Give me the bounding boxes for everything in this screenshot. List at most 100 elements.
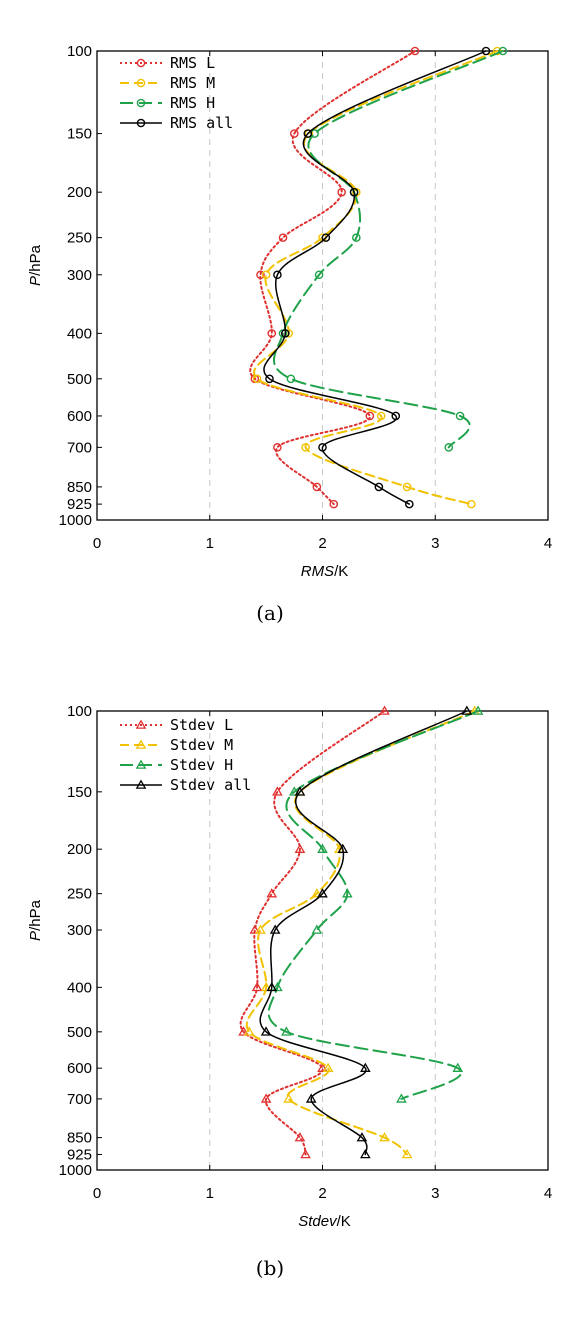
data-point xyxy=(265,374,274,384)
data-point xyxy=(286,374,296,384)
series-stdev-all xyxy=(259,705,473,1159)
data-point xyxy=(249,924,261,934)
y-tick-label: 850 xyxy=(67,479,92,496)
data-point xyxy=(396,1093,407,1103)
data-point xyxy=(317,888,328,898)
y-tick-label: 1000 xyxy=(59,512,92,529)
data-point xyxy=(498,46,508,56)
y-tick-label: 500 xyxy=(67,371,92,388)
panel-b: 0 1 2 3 4 100 150 200 250 300 400 500 600 700 85092510… xyxy=(27,703,552,1280)
series-rms-l xyxy=(249,46,420,509)
data-point xyxy=(238,1026,249,1036)
legend-marker xyxy=(135,719,147,729)
data-point xyxy=(322,1062,334,1072)
data-point xyxy=(455,411,465,421)
data-point xyxy=(379,1132,390,1142)
data-point xyxy=(278,233,288,242)
panel-caption: (b) xyxy=(256,1256,284,1280)
x-axis-label: RMS/K xyxy=(301,563,349,580)
y-axis-label-unit: /hPa xyxy=(27,899,44,931)
legend-label: RMS all xyxy=(170,114,233,132)
legend-label: RMS L xyxy=(170,54,215,72)
data-point xyxy=(341,888,353,898)
series-stdev-l xyxy=(238,705,390,1159)
series-line xyxy=(267,710,480,1100)
y-axis-label: P/hPa xyxy=(27,244,44,286)
y-tick-label: 200 xyxy=(67,184,92,201)
y-tick-label: 200 xyxy=(67,841,92,858)
y-axis-label-italic: P xyxy=(27,931,44,941)
data-point xyxy=(360,1148,371,1159)
data-point xyxy=(272,786,283,796)
data-point xyxy=(405,499,414,509)
y-tick-label: 700 xyxy=(67,1091,92,1108)
legend-label: Stdev M xyxy=(170,736,233,754)
y-tick-label: 150 xyxy=(67,126,92,143)
data-point xyxy=(402,482,412,492)
data-point xyxy=(352,233,361,242)
legend-entry: Stdev H xyxy=(120,756,233,774)
legend-entry: RMS L xyxy=(120,54,215,72)
series-line xyxy=(263,50,487,505)
legend-entry: Stdev all xyxy=(120,776,251,794)
legend-marker xyxy=(135,739,147,749)
y-tick-label: 600 xyxy=(67,1060,92,1077)
series-rms-all xyxy=(263,46,491,509)
x-axis-label: Stdev/K xyxy=(298,1213,351,1230)
panel-a: 0 1 2 3 4 100 150 200 250 300 400 500 600 700 85092510… xyxy=(27,43,552,625)
x-tick-label: 1 xyxy=(206,535,214,552)
data-point xyxy=(273,270,282,280)
data-point xyxy=(252,374,262,384)
series-stdev-h xyxy=(267,705,484,1103)
data-point xyxy=(365,411,375,421)
data-point xyxy=(374,482,384,492)
y-tick-label: 150 xyxy=(67,784,92,801)
data-point xyxy=(337,187,346,197)
data-point xyxy=(280,329,290,338)
legend-entry: RMS all xyxy=(120,114,233,132)
y-tick-label: 1000 xyxy=(59,1162,92,1179)
legend-marker xyxy=(135,779,147,789)
data-point xyxy=(260,1093,272,1103)
data-point xyxy=(311,888,323,898)
y-axis-label-unit: /hPa xyxy=(27,244,44,276)
legend-marker xyxy=(136,98,146,108)
x-tick-label: 0 xyxy=(93,1185,101,1202)
legend-marker xyxy=(135,759,147,769)
data-point xyxy=(283,1093,294,1103)
x-axis-label-italic: RMS xyxy=(301,563,334,580)
legend-entry: RMS H xyxy=(120,94,215,112)
x-axis-label-unit: /K xyxy=(337,1213,351,1230)
data-point xyxy=(481,46,491,56)
data-point xyxy=(472,705,484,715)
y-tick-label: 925 xyxy=(67,1146,92,1163)
data-point xyxy=(356,1132,368,1142)
x-tick-label: 4 xyxy=(544,535,552,552)
data-point xyxy=(300,1148,311,1159)
data-point xyxy=(260,981,272,992)
data-point xyxy=(251,981,263,992)
y-tick-label: 850 xyxy=(67,1130,92,1147)
legend-entry: Stdev L xyxy=(120,716,233,734)
data-point xyxy=(391,411,401,421)
y-tick-label: 250 xyxy=(67,886,92,903)
data-point xyxy=(290,129,299,138)
data-point xyxy=(269,924,281,934)
series-line xyxy=(245,710,476,1156)
y-tick-label: 400 xyxy=(67,979,92,996)
legend-entry: RMS M xyxy=(120,74,215,92)
y-tick-label: 400 xyxy=(67,325,92,342)
legend-label: RMS H xyxy=(170,94,215,112)
x-axis-label-italic: Stdev xyxy=(298,1213,338,1230)
data-point xyxy=(317,843,328,853)
data-point xyxy=(321,233,331,242)
legend-label: Stdev all xyxy=(170,776,251,794)
y-tick-label: 100 xyxy=(67,43,92,60)
legend-label: Stdev H xyxy=(170,756,233,774)
series-line xyxy=(253,50,499,506)
x-tick-label: 0 xyxy=(93,535,101,552)
data-point xyxy=(376,411,386,421)
data-point xyxy=(444,443,454,452)
data-point xyxy=(379,705,390,715)
y-tick-label: 300 xyxy=(67,922,92,939)
